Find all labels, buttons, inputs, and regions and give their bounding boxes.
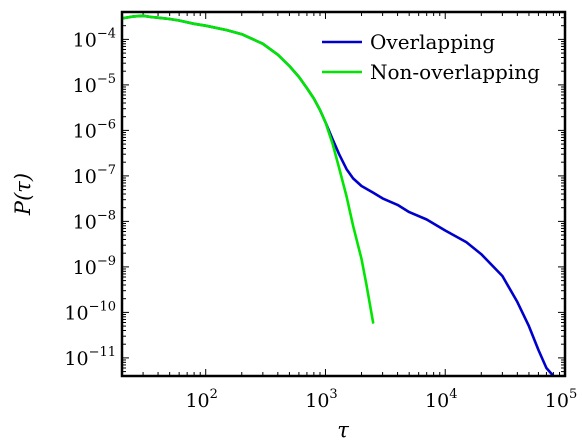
series-layer xyxy=(122,14,557,376)
legend-label: Non-overlapping xyxy=(370,60,540,84)
legend: Overlapping Non-overlapping xyxy=(322,30,540,84)
y-tick-label: 10−6 xyxy=(73,117,116,142)
x-tick-label: 104 xyxy=(425,387,457,412)
x-tick-label: 105 xyxy=(545,387,577,412)
y-tick-label: 10−10 xyxy=(64,299,116,324)
y-tick-label: 10−11 xyxy=(64,345,116,370)
x-axis-label: τ xyxy=(337,418,349,441)
legend-label: Overlapping xyxy=(370,30,495,54)
y-tick-label: 10−8 xyxy=(73,208,116,233)
y-axis-label: P(τ) xyxy=(11,173,35,216)
y-tick-label: 10−5 xyxy=(73,72,116,97)
y-tick-label: 10−4 xyxy=(73,26,116,51)
series-line-non-overlapping xyxy=(122,14,375,324)
y-tick-label: 10−9 xyxy=(73,254,116,279)
plot-frame xyxy=(120,10,567,378)
y-tick-label: 10−7 xyxy=(73,163,116,188)
x-tick-label: 103 xyxy=(305,387,337,412)
x-tick-label: 102 xyxy=(185,387,217,412)
labels-layer: 102 103 104 105 10−4 10−5 10−6 10−7 10−8 10−9 10−1… xyxy=(64,26,577,412)
